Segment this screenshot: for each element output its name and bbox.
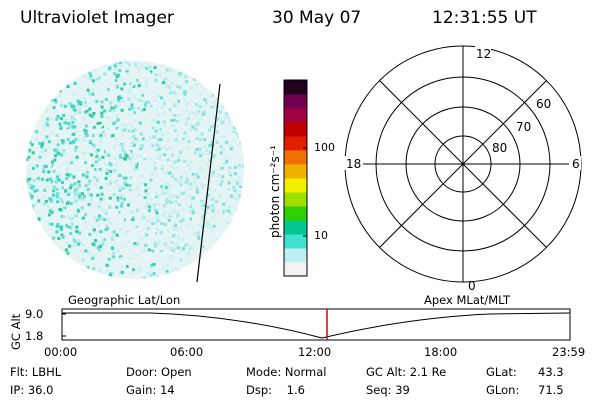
- uv-image-disk: [26, 61, 244, 283]
- polar-grid: 12 18 6 0 60 70 80: [343, 45, 582, 290]
- gc-alt-status: GC Alt: 2.1 Re: [366, 365, 447, 379]
- glat-label: GLat:: [486, 365, 517, 379]
- colorbar-unit-label: photon cm⁻²s⁻¹: [268, 145, 282, 238]
- door-status: Door: Open: [126, 365, 192, 379]
- alt-ytick-low: 1.8: [25, 329, 44, 343]
- colorbar-tick-10: 10: [314, 229, 328, 242]
- mode-status: Mode: Normal: [246, 365, 327, 379]
- glat-value: 43.3: [538, 365, 564, 379]
- gain-status: Gain: 14: [126, 383, 175, 397]
- colorbar: [283, 79, 308, 277]
- filter-status: Flt: LBHL: [10, 365, 62, 379]
- alt-ytick-high: 9.0: [25, 307, 44, 321]
- alt-xtick-1200: 12:00: [298, 345, 332, 359]
- seq-status: Seq: 39: [366, 383, 410, 397]
- altitude-curve: [62, 312, 571, 339]
- terminator-line: [196, 83, 221, 283]
- mlt-label-18: 18: [346, 157, 361, 171]
- lat-label-70: 70: [516, 120, 531, 134]
- glon-value: 71.5: [538, 383, 564, 397]
- geographic-label: Geographic Lat/Lon: [68, 293, 181, 307]
- alt-xtick-0600: 06:00: [170, 345, 204, 359]
- alt-xtick-1800: 18:00: [424, 345, 458, 359]
- lat-label-80: 80: [492, 141, 507, 155]
- instrument-title: Ultraviolet Imager: [20, 8, 174, 28]
- alt-plot-ylabel: GC Alt: [9, 313, 23, 350]
- dsp-status: Dsp: 1.6: [246, 383, 305, 397]
- colorbar-tick-100: 100: [314, 141, 335, 154]
- image-time: 12:31:55 UT: [432, 8, 537, 28]
- alt-xtick-2359: 23:59: [552, 345, 586, 359]
- ip-status: IP: 36.0: [10, 383, 54, 397]
- mlt-label-12: 12: [476, 47, 491, 61]
- apex-label: Apex MLat/MLT: [424, 293, 511, 307]
- alt-xtick-0000: 00:00: [44, 345, 78, 359]
- glon-label: GLon:: [486, 383, 520, 397]
- image-date: 30 May 07: [272, 8, 362, 28]
- lat-label-60: 60: [536, 97, 551, 111]
- mlt-label-6: 6: [572, 157, 580, 171]
- mlt-label-0: 0: [468, 279, 476, 290]
- altitude-plot: [61, 308, 571, 341]
